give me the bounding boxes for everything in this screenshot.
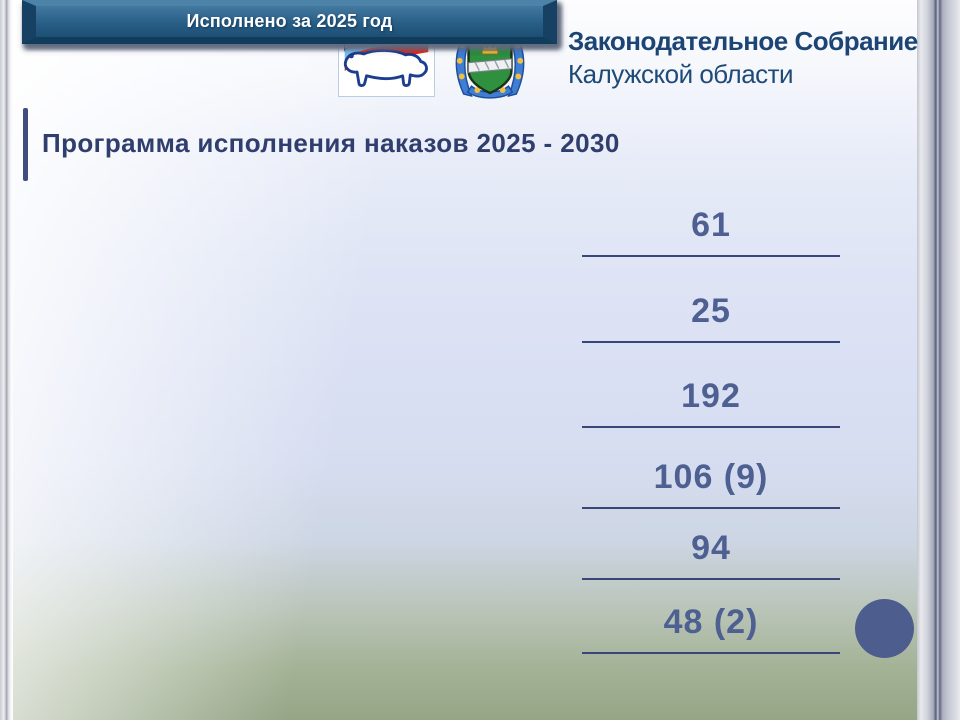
organization-name: Законодательное Собрание Калужской облас… xyxy=(568,24,920,90)
value-underline xyxy=(582,652,840,654)
decorative-circle xyxy=(855,599,914,658)
value-done-2025-kaluga: 106 (9) xyxy=(653,458,769,496)
value-underline xyxy=(582,426,840,428)
value-underline xyxy=(582,341,840,343)
org-name-line2: Калужской области xyxy=(568,59,794,89)
page-title: Программа исполнения наказов 2025 - 2030 xyxy=(42,128,620,158)
title-accent-bar xyxy=(23,108,28,181)
value-done-2025-tarussky: 25 xyxy=(691,292,731,330)
value-done-2025-maloyaroslavetsky: 48 (2) xyxy=(663,603,759,641)
value-underline xyxy=(582,578,840,580)
value-underline xyxy=(582,255,840,257)
left-rail-decoration xyxy=(0,0,13,720)
bar-done-2025-maloyaroslavetsky: Исполнено за 2025 год xyxy=(22,0,557,44)
right-rail-decoration xyxy=(917,0,960,720)
org-name-line1: Законодательное Собрание xyxy=(568,26,918,56)
value-underline xyxy=(582,507,840,509)
bar-label: Исполнено за 2025 год xyxy=(186,11,393,31)
value-total-kaluga: 192 xyxy=(681,377,741,415)
value-total-tarussky: 61 xyxy=(691,206,731,244)
kaluga-coat-of-arms-icon xyxy=(450,6,530,102)
value-total-maloyaroslavetsky: 94 xyxy=(691,529,731,567)
